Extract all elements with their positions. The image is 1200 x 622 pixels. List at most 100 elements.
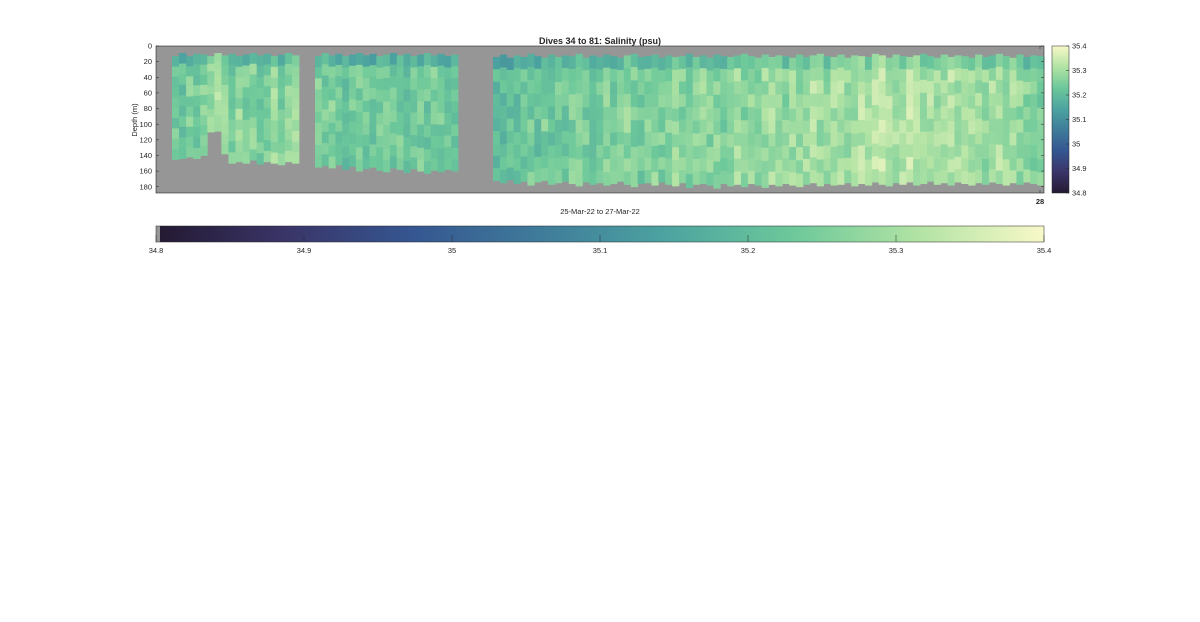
heatmap-cell <box>256 87 265 100</box>
heatmap-cell <box>568 68 577 83</box>
heatmap-cell <box>513 81 521 95</box>
heatmap-cell <box>221 134 229 145</box>
heatmap-cell <box>796 107 804 122</box>
heatmap-cell <box>995 79 1004 94</box>
heatmap-cell <box>665 81 673 95</box>
heatmap-cell <box>342 56 350 68</box>
heatmap-cell <box>768 171 776 185</box>
heatmap-column <box>575 53 583 187</box>
heatmap-cell <box>328 77 336 90</box>
heatmap-cell <box>235 56 243 68</box>
heatmap-column <box>541 57 549 181</box>
heatmap-cell <box>321 86 330 99</box>
heatmap-cell <box>342 124 350 136</box>
heatmap-cell <box>396 135 404 148</box>
heatmap-cell <box>214 107 222 116</box>
heatmap-cell <box>844 107 852 121</box>
heatmap-cell <box>193 106 201 118</box>
heatmap-cell <box>720 56 728 70</box>
heatmap-cell <box>561 118 570 132</box>
heatmap-cell <box>1016 145 1024 159</box>
heatmap-cell <box>362 112 370 124</box>
heatmap-cell <box>186 126 194 138</box>
heatmap-cell <box>968 172 976 186</box>
heatmap-cell <box>389 76 398 88</box>
heatmap-column <box>277 54 286 166</box>
heatmap-cell <box>823 68 831 83</box>
heatmap-cell <box>672 160 680 174</box>
heatmap-cell <box>214 76 222 85</box>
heatmap-cell <box>1016 119 1024 133</box>
heatmap-cell <box>603 119 611 134</box>
heatmap-cell <box>410 56 418 68</box>
heatmap-cell <box>221 94 229 106</box>
heatmap-cell <box>851 68 859 82</box>
heatmap-cell <box>933 83 942 97</box>
heatmap-cell <box>1016 106 1024 120</box>
heatmap-cell <box>644 119 652 133</box>
heatmap-cell <box>775 133 783 148</box>
heatmap-cell <box>451 54 459 67</box>
heatmap-cell <box>658 132 666 146</box>
heatmap-cell <box>321 98 330 110</box>
heatmap-cell <box>616 131 625 145</box>
heatmap-cell <box>685 107 694 122</box>
heatmap-column <box>342 56 350 170</box>
heatmap-cell <box>837 54 845 68</box>
heatmap-cell <box>437 77 445 90</box>
heatmap-cell <box>851 172 859 187</box>
heatmap-cell <box>637 145 645 159</box>
heatmap-cell <box>568 56 577 70</box>
heatmap-cell <box>534 81 542 95</box>
heatmap-cell <box>782 56 790 70</box>
heatmap-cell <box>885 134 893 148</box>
heatmap-column <box>658 57 666 183</box>
heatmap-cell <box>172 128 180 140</box>
heatmap-cell <box>1030 106 1038 120</box>
heatmap-column <box>706 57 714 186</box>
heatmap-cell <box>899 81 907 96</box>
heatmap-cell <box>270 141 279 153</box>
heatmap-cell <box>988 93 997 107</box>
heatmap-cell <box>315 78 323 90</box>
heatmap-cell <box>263 96 272 109</box>
heatmap-cell <box>947 56 955 71</box>
heatmap-cell <box>568 158 577 172</box>
heatmap-cell <box>396 55 404 68</box>
heatmap-cell <box>270 131 279 143</box>
heatmap-cell <box>782 68 790 83</box>
heatmap-cell <box>940 157 948 171</box>
heatmap-cell <box>200 94 208 106</box>
heatmap-cell <box>603 80 611 95</box>
heatmap-cell <box>816 93 824 108</box>
heatmap-cell <box>277 109 286 122</box>
heatmap-cell <box>541 94 549 108</box>
heatmap-cell <box>961 158 969 172</box>
heatmap-cell <box>228 75 236 88</box>
heatmap-cell <box>920 105 928 120</box>
heatmap-cell <box>837 67 845 81</box>
heatmap-cell <box>692 171 701 185</box>
heatmap-cell <box>263 86 272 98</box>
heatmap-cell <box>720 145 728 159</box>
heatmap-column <box>214 53 222 132</box>
heatmap-cell <box>1037 94 1045 109</box>
heatmap-cell <box>899 171 907 185</box>
heatmap-cell <box>520 143 528 157</box>
heatmap-cell <box>1023 69 1031 83</box>
heatmap-cell <box>630 146 639 161</box>
heatmap-cell <box>200 115 208 126</box>
heatmap-column <box>561 55 570 182</box>
heatmap-cell <box>1009 57 1017 71</box>
heatmap-column <box>630 53 639 188</box>
heatmap-cell <box>1037 81 1045 96</box>
heatmap-column <box>720 56 728 185</box>
heatmap-cell <box>961 170 969 185</box>
heatmap-cell <box>256 77 265 89</box>
heatmap-cell <box>430 89 438 102</box>
heatmap-cell <box>954 55 962 69</box>
heatmap-cell <box>651 80 659 95</box>
heatmap-cell <box>403 101 411 114</box>
heatmap-cell <box>499 54 508 68</box>
heatmap-cell <box>920 170 928 185</box>
